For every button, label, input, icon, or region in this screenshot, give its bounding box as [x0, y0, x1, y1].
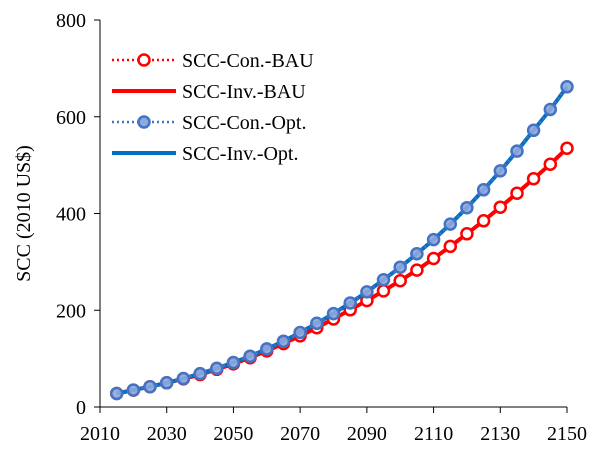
data-point-scc-con-opt	[176, 371, 191, 386]
legend-marker-scc-con-bau	[137, 53, 151, 67]
data-point-scc-con-opt	[159, 376, 174, 390]
data-point-scc-con-opt	[426, 232, 441, 247]
y-tick-label: 200	[56, 300, 86, 322]
data-point-scc-con-opt	[226, 355, 241, 370]
legend-label-scc-inv-bau: SCC-Inv.-BAU	[182, 81, 306, 103]
x-tick-label: 2050	[213, 423, 253, 445]
data-point-scc-con-opt	[326, 306, 341, 321]
x-tick-label: 2130	[480, 423, 520, 445]
data-point-scc-con-opt	[109, 386, 124, 401]
data-point-scc-con-bau	[493, 200, 508, 214]
data-point-scc-con-opt	[276, 334, 291, 348]
data-point-scc-con-bau	[443, 239, 458, 254]
data-point-scc-con-bau	[510, 186, 524, 200]
legend-label-scc-con-opt: SCC-Con.-Opt.	[182, 112, 306, 134]
x-tick-label: 2110	[414, 423, 453, 445]
y-tick-label: 600	[56, 107, 86, 129]
x-tick-label: 2070	[280, 423, 320, 445]
data-point-scc-con-opt	[376, 273, 391, 287]
x-tick-label: 2150	[547, 423, 587, 445]
legend-label-scc-inv-opt: SCC-Inv.-Opt.	[182, 143, 298, 165]
data-point-scc-con-opt	[393, 260, 407, 274]
legend-marker-scc-con-opt	[137, 115, 151, 129]
axes-layer: 0 200 400 600 800 2010 2030 2050 2070 2090 2110 213…	[56, 10, 587, 445]
data-point-scc-con-opt	[293, 325, 307, 340]
series-line-scc-inv-bau	[116, 146, 569, 396]
data-point-scc-con-bau	[543, 157, 558, 171]
data-point-scc-con-opt	[560, 80, 574, 94]
legend-label-scc-con-bau: SCC-Con.-BAU	[182, 50, 314, 72]
data-point-scc-con-bau	[526, 171, 541, 186]
data-point-scc-con-opt	[143, 379, 157, 394]
data-point-scc-con-bau	[560, 141, 574, 155]
series-layer	[109, 80, 574, 401]
data-point-scc-con-opt	[310, 316, 324, 331]
data-point-scc-con-opt	[243, 349, 257, 363]
data-point-scc-con-bau	[410, 263, 424, 277]
y-tick-label: 400	[56, 204, 86, 226]
data-point-scc-con-opt	[343, 296, 357, 310]
legend: SCC-Con.-BAU SCC-Inv.-BAU SCC-Con.-Opt. SCC…	[112, 50, 314, 165]
y-axis-title: SCC (2010 US$)	[13, 145, 35, 282]
data-point-scc-con-opt	[543, 102, 558, 117]
y-tick-label: 800	[56, 10, 86, 32]
data-point-scc-con-opt	[260, 342, 274, 356]
x-tick-label: 2090	[347, 423, 387, 445]
data-point-scc-con-opt	[443, 217, 458, 231]
data-point-scc-con-bau	[376, 284, 391, 298]
data-point-scc-con-opt	[360, 285, 374, 299]
data-point-scc-con-opt	[193, 366, 207, 381]
data-point-scc-con-bau	[476, 214, 491, 228]
data-point-scc-con-opt	[460, 200, 474, 215]
data-point-scc-con-opt	[526, 123, 541, 138]
x-tick-label: 2010	[80, 423, 120, 445]
data-point-scc-con-opt	[493, 164, 508, 178]
data-point-scc-con-bau	[426, 251, 441, 266]
data-point-scc-con-opt	[210, 361, 224, 376]
data-point-scc-con-opt	[410, 246, 424, 261]
series-line-scc-con-bau	[116, 147, 568, 395]
x-tick-label: 2030	[147, 423, 187, 445]
data-point-scc-con-bau	[460, 227, 474, 241]
data-point-scc-con-opt	[126, 383, 141, 397]
data-point-scc-con-opt	[510, 144, 524, 158]
data-point-scc-con-bau	[393, 273, 407, 288]
series-line-scc-con-opt	[116, 86, 569, 395]
data-point-scc-con-opt	[476, 183, 491, 197]
y-tick-label: 0	[76, 397, 86, 419]
